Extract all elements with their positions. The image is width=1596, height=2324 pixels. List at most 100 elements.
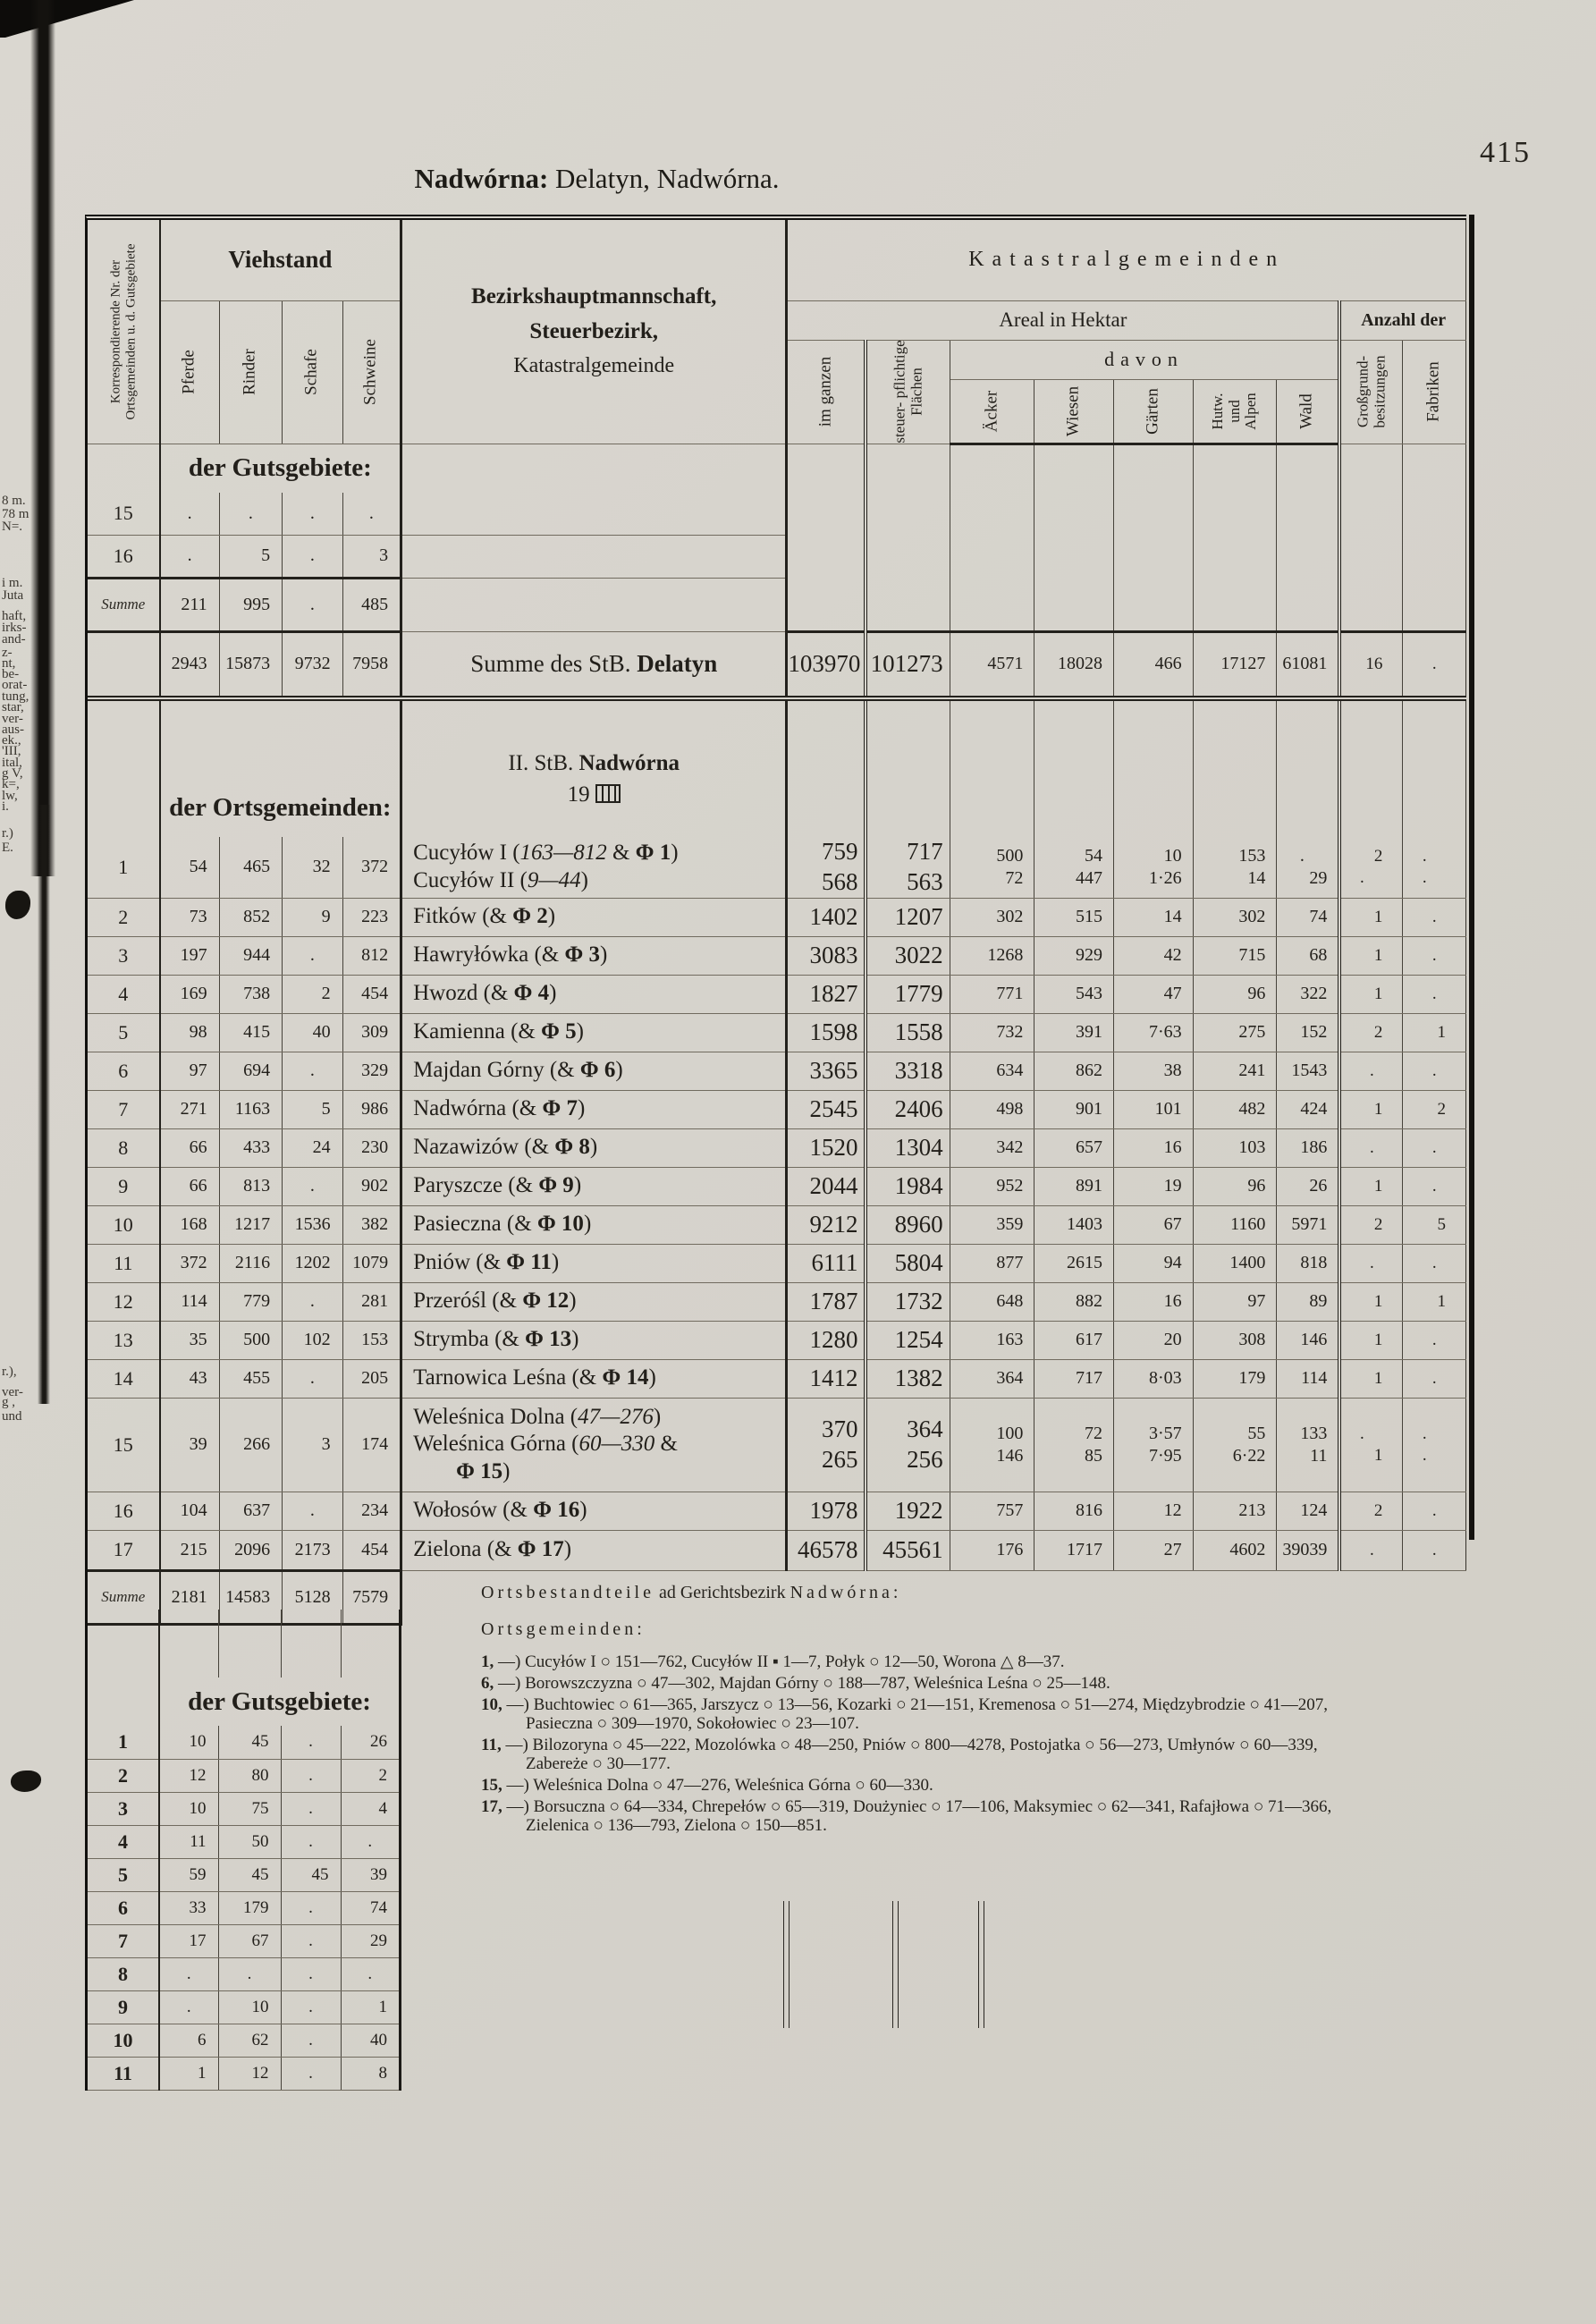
viehstand-cell: 174: [342, 1398, 403, 1492]
areal-cell: .: [1402, 1167, 1466, 1206]
viehstand-cell: 54: [159, 837, 220, 899]
viehstand-cell: 372: [342, 837, 403, 899]
viehstand-cell: 779: [219, 1282, 283, 1322]
viehstand-cell: 40: [282, 1013, 343, 1052]
viehstand-cell: 995: [219, 578, 283, 633]
header-bezirk-line2: Steuerbezirk,: [529, 319, 659, 344]
areal-cell: 1779: [866, 975, 950, 1014]
viehstand-cell: 455: [219, 1359, 283, 1399]
header-col-im-ganzen: im ganzen: [786, 340, 868, 444]
areal-cell: [1339, 535, 1404, 578]
areal-cell: ..: [1402, 837, 1466, 899]
areal-cell: 61081: [1276, 631, 1342, 701]
viehstand-cell: 12: [218, 2057, 282, 2091]
areal-cell: .: [1402, 1321, 1466, 1360]
viehstand-cell: .: [282, 1167, 343, 1206]
viehstand-cell: .: [281, 2024, 342, 2058]
areal-cell: [1339, 578, 1404, 633]
viehstand-cell: .: [281, 2057, 342, 2091]
header-col-schafe: Schafe: [282, 300, 343, 444]
areal-cell: [950, 535, 1035, 578]
table-row: 8 66 433 24 230 Nazawizów (& Φ 8) 1520 1304 342 6…: [88, 1128, 1466, 1168]
viehstand-cell: .: [281, 1792, 342, 1826]
viehstand-cell: 12: [159, 1759, 219, 1793]
areal-cell: [1193, 535, 1278, 578]
table-row: 9 66 813. 902 Paryszcze (& Φ 9) 2044 1984 952 89…: [88, 1167, 1466, 1206]
viehstand-cell: [159, 1610, 219, 1678]
areal-cell: 657: [1034, 1128, 1115, 1168]
areal-cell: 16: [1339, 631, 1404, 701]
areal-cell: 241: [1193, 1052, 1278, 1091]
viehstand-cell: 637: [219, 1492, 283, 1531]
footnote-entry: 17, —) Borsuczna ○ 64—334, Chrepełów ○ 6…: [481, 1797, 1332, 1835]
table-row: [88, 1610, 399, 1678]
viehstand-cell: 98: [159, 1013, 220, 1052]
viehstand-cell: 415: [219, 1013, 283, 1052]
areal-cell: 759 568: [786, 837, 868, 899]
areal-cell: [950, 698, 1035, 837]
viehstand-cell: 9732: [282, 631, 343, 701]
areal-cell: [786, 493, 868, 535]
areal-cell: [1193, 444, 1278, 493]
areal-cell: 482: [1193, 1090, 1278, 1129]
viehstand-cell: 1202: [282, 1244, 343, 1283]
viehstand-cell: .: [159, 1957, 219, 1991]
areal-cell: 3365: [786, 1052, 868, 1091]
areal-cell: 952: [950, 1167, 1035, 1206]
areal-cell: 100 146: [950, 1398, 1035, 1492]
areal-cell: 1543: [1276, 1052, 1342, 1091]
margin-text-fragment: r.),: [2, 1365, 17, 1379]
areal-cell: 466: [1113, 631, 1194, 701]
gemeinde-name-line: Wołosów (& Φ 16): [413, 1498, 587, 1523]
areal-cell: 757: [950, 1492, 1035, 1531]
footnote-entry: 10, —) Buchtowiec ○ 61—365, Jarszycz ○ 1…: [481, 1695, 1329, 1733]
viehstand-cell: 2173: [282, 1530, 343, 1572]
areal-cell: 38: [1113, 1052, 1194, 1091]
areal-cell: 1280: [786, 1321, 868, 1360]
nr-cell: 16: [88, 1492, 161, 1531]
areal-cell: .: [1339, 1244, 1404, 1283]
nr-cell: [88, 631, 161, 701]
footnote-entry: 6, —) Borowszczyzna ○ 47—302, Majdan Gór…: [481, 1674, 1110, 1693]
areal-cell: 3318: [866, 1052, 950, 1091]
gemeinde-name-cell: Hwozd (& Φ 4): [401, 975, 789, 1014]
areal-cell: 1717: [1034, 1530, 1115, 1571]
areal-cell: 634: [950, 1052, 1035, 1091]
viehstand-cell: 39: [341, 1858, 399, 1892]
gemeinde-name-cell: Tarnowica Leśna (& Φ 14): [401, 1359, 789, 1399]
header-anzahl: Anzahl der: [1339, 300, 1467, 341]
areal-cell: 153 14: [1193, 837, 1278, 899]
table-row: 6 33 179. 74: [88, 1891, 399, 1925]
areal-cell: 16: [1113, 1128, 1194, 1168]
viehstand-cell: 197: [159, 936, 220, 976]
areal-cell: 101273: [866, 631, 950, 701]
areal-cell: 1403: [1034, 1205, 1115, 1245]
areal-cell: [1402, 535, 1466, 578]
steuerbezirk-header: [401, 444, 789, 493]
areal-cell: .: [1402, 1492, 1466, 1531]
gemeinde-name-cell: Zielona (& Φ 17): [401, 1530, 789, 1571]
gemeinde-name-line: Majdan Górny (& Φ 6): [413, 1058, 623, 1083]
gemeinde-name-cell: Paryszcze (& Φ 9): [401, 1167, 789, 1206]
margin-text-fragment: ital,: [2, 756, 22, 770]
gemeinde-name-cell: Nadwórna (& Φ 7): [401, 1090, 789, 1129]
title-subdistricts: Delatyn, Nadwórna.: [548, 163, 780, 194]
nr-cell: [88, 444, 161, 493]
viehstand-cell: 32: [282, 837, 343, 899]
areal-cell: 2615: [1034, 1244, 1115, 1283]
gemeinde-name-line: Strymba (& Φ 13): [413, 1327, 579, 1352]
margin-text-fragment: lw,: [2, 789, 18, 803]
viehstand-cell: 97: [159, 1052, 220, 1091]
viehstand-cell: 433: [219, 1128, 283, 1168]
margin-text-fragment: 'III,: [2, 744, 21, 758]
margin-text-fragment: nt,: [2, 656, 16, 671]
nr-cell: 6: [88, 1052, 161, 1091]
table-row: 16. 5. 3: [88, 535, 1466, 579]
viehstand-cell: 10: [159, 1792, 219, 1826]
areal-cell: .: [1402, 1244, 1466, 1283]
viehstand-cell: 738: [219, 975, 283, 1014]
bottom-gutsgebiete-table: der Gutsgebiete: 1 10 45. 26 2 12 80. 2 3 10 75. 4 4 1…: [88, 1610, 399, 2091]
areal-cell: 45561: [866, 1530, 950, 1571]
areal-cell: 717 563: [866, 837, 950, 899]
areal-cell: [1034, 698, 1115, 837]
